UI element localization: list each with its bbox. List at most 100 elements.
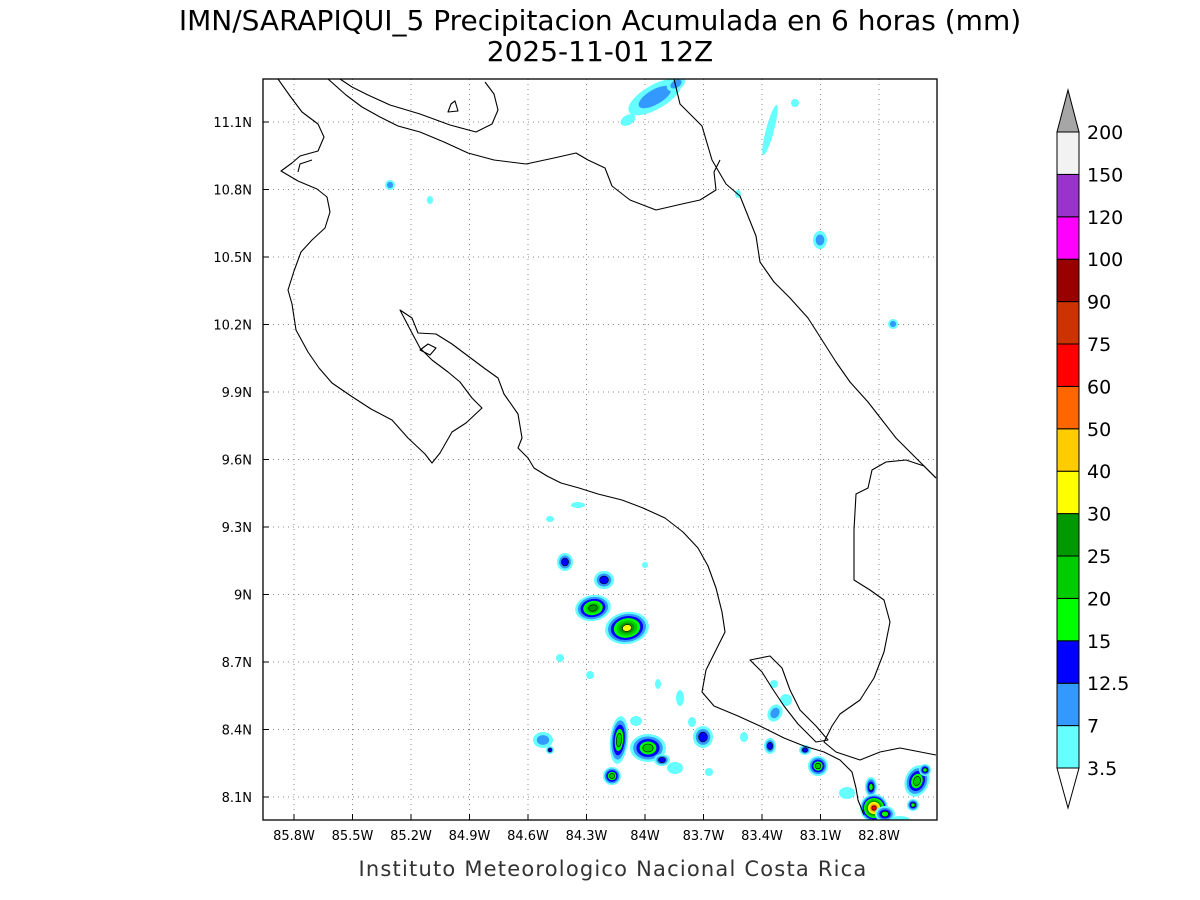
- precip-contour: [616, 732, 622, 748]
- precip-contour: [770, 680, 778, 688]
- institution-credit: Instituto Meteorologico Nacional Costa R…: [359, 857, 868, 881]
- precip-contour: [881, 810, 889, 818]
- precip-contour: [588, 604, 598, 612]
- precip-contour: [890, 816, 910, 820]
- precip-contour: [667, 762, 683, 774]
- legend-threshold-label: 75: [1087, 334, 1111, 356]
- legend-swatch: [1056, 513, 1080, 557]
- lon-tick-label: 85.5W: [332, 829, 374, 844]
- legend-swatch: [1056, 682, 1080, 727]
- precip-cell: [654, 754, 670, 766]
- precip-contour: [561, 557, 569, 567]
- lon-tick-label: 83.1W: [800, 829, 842, 844]
- legend-swatch: [1056, 555, 1080, 599]
- precip-cell: [770, 680, 778, 688]
- precip-contour: [427, 196, 433, 204]
- precip-contour: [698, 731, 708, 743]
- precip-cell: [808, 756, 828, 776]
- precip-contour: [815, 234, 825, 246]
- legend-swatch: [1056, 385, 1080, 430]
- legend-high-arrow: [1056, 88, 1080, 133]
- precip-cell: [791, 99, 799, 107]
- precip-cell: [875, 806, 895, 820]
- precip-cell: [603, 767, 621, 785]
- precip-cell: [888, 319, 898, 329]
- precip-cell: [762, 104, 778, 156]
- precip-cell: [571, 502, 585, 508]
- legend-threshold-label: 12.5: [1087, 673, 1129, 695]
- precip-cell: [630, 716, 642, 726]
- gulf-island: [419, 343, 437, 356]
- precip-cell: [693, 726, 713, 748]
- nicaragua-north-coast: [327, 79, 721, 211]
- precip-cell: [642, 562, 648, 568]
- precip-contour: [839, 787, 855, 799]
- legend-swatch: [1056, 131, 1080, 175]
- legend-threshold-label: 150: [1087, 164, 1123, 186]
- lon-tick-label: 82.8W: [858, 829, 900, 844]
- map-frame: [262, 78, 938, 821]
- precip-contour: [791, 99, 799, 107]
- lon-tick-label: 85.2W: [390, 829, 432, 844]
- lat-tick-label: 10.5N: [213, 251, 252, 266]
- precip-cell: [780, 694, 792, 706]
- precip-cell: [605, 611, 649, 645]
- precip-contour: [670, 79, 682, 89]
- legend-swatch: [1056, 597, 1080, 642]
- precip-cell: [667, 762, 683, 774]
- map-panel: 85.8W 85.5W 85.2W 84.9W 84.6W 84.3W 84W 83.7W 83…: [213, 78, 938, 844]
- legend-swatch: [1056, 301, 1080, 345]
- precip-contour: [599, 575, 609, 585]
- precip-contour: [922, 767, 928, 773]
- lat-tick-label: 8.7N: [222, 656, 252, 671]
- precip-cell: [676, 690, 684, 706]
- lat-tick-label: 10.8N: [213, 184, 252, 199]
- precip-cell: [919, 764, 931, 776]
- legend-swatch: [1056, 258, 1080, 303]
- precip-contour: [740, 732, 748, 742]
- color-legend: 3.5 7 12.5 15 20 25 30 40 50 60 75 90 100 120 150 200: [1056, 88, 1129, 810]
- precip-contour: [655, 679, 661, 689]
- lat-tick-label: 9.9N: [222, 386, 252, 401]
- lat-tick-label: 8.1N: [222, 791, 252, 806]
- lon-tick-label: 83.7W: [683, 829, 725, 844]
- precip-cell: [839, 787, 855, 799]
- legend-threshold-label: 60: [1087, 376, 1111, 398]
- precip-contour: [705, 768, 713, 776]
- precip-contour: [676, 690, 684, 706]
- precip-contour: [586, 671, 594, 679]
- legend-threshold-label: 90: [1087, 292, 1111, 314]
- lon-tick-label: 84.9W: [449, 829, 491, 844]
- legend-threshold-label: 50: [1087, 419, 1111, 441]
- precip-cell: [655, 679, 661, 689]
- precip-cell: [546, 516, 554, 522]
- precip-cell: [427, 196, 433, 204]
- precip-contour: [913, 776, 921, 786]
- precip-contour: [642, 562, 648, 568]
- precip-cell: [767, 704, 783, 722]
- lon-tick-label: 84W: [630, 829, 660, 844]
- precip-contour: [546, 516, 554, 522]
- precip-cell: [586, 671, 594, 679]
- precip-contour: [814, 762, 822, 770]
- precip-cell: [620, 114, 636, 126]
- precip-cell: [575, 594, 611, 622]
- precip-contour: [547, 747, 553, 753]
- precip-cell: [533, 732, 553, 748]
- precip-cell: [556, 654, 564, 662]
- legend-threshold-label: 100: [1087, 249, 1123, 271]
- lat-tick-label: 9.6N: [222, 454, 252, 469]
- precip-contour: [658, 757, 666, 763]
- lon-tick-label: 84.3W: [566, 829, 608, 844]
- caribbean-coast: [673, 79, 937, 479]
- lat-tick-label: 11.1N: [213, 116, 252, 131]
- precip-contour: [622, 624, 632, 632]
- precip-cell: [546, 746, 554, 754]
- legend-threshold-label: 20: [1087, 588, 1111, 610]
- precip-contour: [642, 743, 654, 753]
- map-gridlines: [263, 79, 937, 820]
- precip-contour: [910, 802, 916, 808]
- precip-contour: [770, 707, 780, 719]
- precip-cell: [609, 716, 629, 764]
